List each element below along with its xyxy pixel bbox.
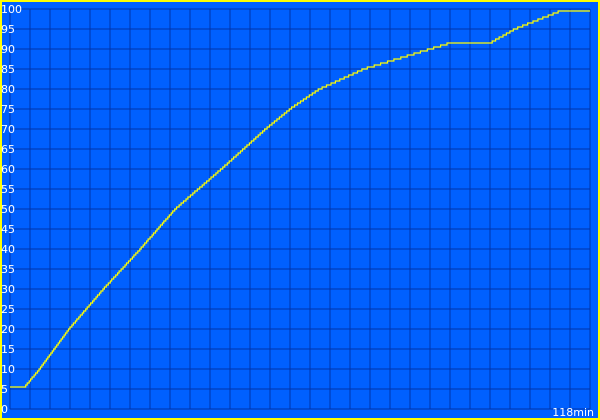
y-tick-label: 5 xyxy=(1,383,8,396)
y-tick-label: 40 xyxy=(1,243,15,256)
y-tick-label: 100 xyxy=(1,3,22,16)
y-tick-label: 55 xyxy=(1,183,15,196)
y-tick-label: 80 xyxy=(1,83,15,96)
y-tick-labels: 0 5 10 15 20 25 30 35 40 45 50 55 60 65 70 75 80 85 90 95 10… xyxy=(1,3,22,416)
y-tick-label: 60 xyxy=(1,163,15,176)
y-tick-label: 75 xyxy=(1,103,15,116)
y-tick-label: 25 xyxy=(1,303,15,316)
y-tick-label: 95 xyxy=(1,23,15,36)
y-tick-label: 0 xyxy=(1,403,8,416)
series-line xyxy=(10,10,590,388)
y-tick-label: 70 xyxy=(1,123,15,136)
y-tick-label: 85 xyxy=(1,63,15,76)
y-tick-label: 50 xyxy=(1,203,15,216)
y-tick-label: 15 xyxy=(1,343,15,356)
y-tick-label: 65 xyxy=(1,143,15,156)
y-tick-label: 20 xyxy=(1,323,15,336)
x-end-label: 118min xyxy=(552,406,594,419)
y-tick-label: 35 xyxy=(1,263,15,276)
y-tick-label: 45 xyxy=(1,223,15,236)
grid xyxy=(9,8,591,410)
y-tick-label: 10 xyxy=(1,363,15,376)
y-tick-label: 30 xyxy=(1,283,15,296)
y-tick-label: 90 xyxy=(1,43,15,56)
